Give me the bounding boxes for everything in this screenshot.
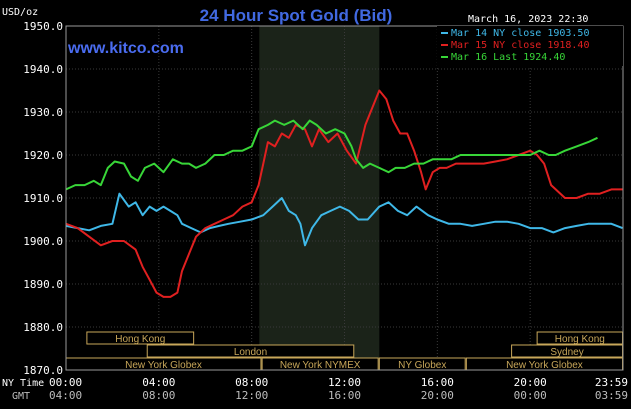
x-tick-label-gmt: 04:00 — [49, 389, 82, 402]
x-tick-label-gmt: 03:59 — [595, 389, 628, 402]
x-tick-label-gmt: 08:00 — [142, 389, 175, 402]
x-tick-label-gmt: 16:00 — [328, 389, 361, 402]
gmt-axis-title: GMT — [12, 391, 30, 402]
y-tick-label: 1950.0 — [23, 20, 63, 33]
session-box — [146, 344, 355, 358]
x-axis-ticks: 00:0004:0004:0008:0008:0012:0012:0016:00… — [49, 376, 628, 402]
x-tick-label-gmt: 12:00 — [235, 389, 268, 402]
x-tick-label-ny: 04:00 — [142, 376, 175, 389]
x-tick-label-gmt: 20:00 — [421, 389, 454, 402]
session-label: Hong Kong — [115, 334, 165, 345]
y-tick-label: 1940.0 — [23, 63, 63, 76]
chart-datetime: March 16, 2023 22:30 — [468, 14, 588, 25]
y-axis-ticks: 1870.0 1880.0 1890.0 1900.0 1910.0 1920.0 1930… — [23, 20, 63, 377]
session-label: Hong Kong — [555, 334, 605, 345]
legend-entry: Mar 15 NY close 1918.40 — [451, 40, 589, 51]
y-tick-label: 1900.0 — [23, 235, 63, 248]
x-tick-label-ny: 12:00 — [328, 376, 361, 389]
session-label: London — [234, 347, 267, 358]
session-label: New York Globex — [125, 360, 202, 371]
series-line — [65, 119, 598, 191]
y-tick-label: 1870.0 — [23, 364, 63, 377]
y-tick-label: 1910.0 — [23, 192, 63, 205]
session-label: New York NYMEX — [280, 360, 361, 371]
session-label: NY Globex — [398, 360, 446, 371]
session-label: New York Globex — [506, 360, 583, 371]
price-series — [65, 89, 623, 298]
legend-entry: Mar 16 Last 1924.40 — [451, 52, 565, 63]
legend-entry: Mar 14 NY close 1903.50 — [451, 28, 589, 39]
currency-label: USD/oz — [2, 7, 38, 18]
legend-background — [437, 26, 623, 66]
y-tick-label: 1890.0 — [23, 278, 63, 291]
session-box — [86, 331, 195, 345]
y-tick-label: 1930.0 — [23, 106, 63, 119]
x-tick-label-ny: 20:00 — [514, 376, 547, 389]
x-tick-label-gmt: 00:00 — [514, 389, 547, 402]
trading-sessions: Hong Kong London New York Globex New York N… — [65, 331, 624, 371]
plot-border — [65, 25, 624, 371]
site-watermark: www.kitco.com — [67, 40, 184, 57]
x-tick-label-ny: 00:00 — [49, 376, 82, 389]
session-label: Sydney — [550, 347, 583, 358]
ny-time-axis-title: NY Time — [2, 378, 44, 389]
y-tick-label: 1920.0 — [23, 149, 63, 162]
y-tick-label: 1880.0 — [23, 321, 63, 334]
nymex-highlight-band — [259, 26, 380, 370]
x-tick-label-ny: 16:00 — [421, 376, 454, 389]
chart-title: 24 Hour Spot Gold (Bid) — [200, 6, 393, 25]
gridlines — [66, 26, 623, 370]
series-line — [65, 192, 623, 247]
x-tick-label-ny: 23:59 — [595, 376, 628, 389]
x-tick-label-ny: 08:00 — [235, 376, 268, 389]
